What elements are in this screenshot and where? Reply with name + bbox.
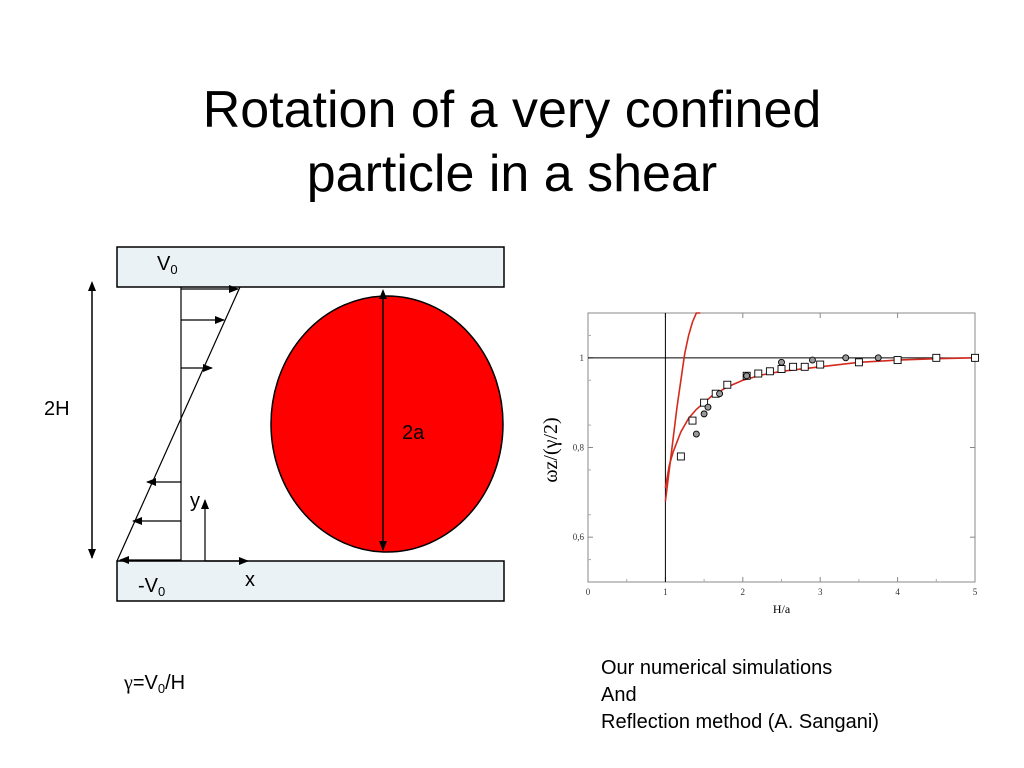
data-point-square: [854, 358, 863, 367]
chart-y-axis-label: ωz/(γ/2): [540, 417, 562, 483]
caption-line-3: Reflection method (A. Sangani): [601, 711, 879, 733]
model-curve: [664, 357, 976, 488]
data-point-circle: [842, 354, 850, 362]
x-tick-label: 0: [586, 587, 591, 597]
data-point-square: [971, 353, 979, 362]
x-axis-label: x: [245, 569, 255, 591]
caption: Our numerical simulations And Reflection…: [601, 655, 879, 736]
data-point-square: [789, 362, 798, 371]
plot-frame: [587, 312, 976, 583]
data-point-square: [754, 369, 763, 378]
data-point-square: [688, 416, 697, 425]
data-point-circle: [743, 372, 751, 380]
y-tick-label: 1: [580, 353, 585, 363]
data-point-circle: [778, 358, 785, 366]
data-point-square: [932, 353, 941, 362]
data-point-square: [800, 362, 809, 371]
diameter-label: 2a: [402, 422, 425, 444]
gap-label: 2H: [44, 398, 70, 420]
data-point-square: [893, 356, 902, 365]
data-point-square: [723, 380, 732, 389]
chart-x-axis-label: H/a: [773, 602, 791, 616]
title-line-2: particle in a shear: [306, 145, 718, 203]
x-tick-label: 1: [663, 587, 668, 597]
data-point-circle: [809, 356, 816, 364]
bottom-wall: [116, 560, 505, 602]
x-tick-label: 5: [973, 587, 978, 597]
data-point-circle: [700, 410, 708, 418]
x-tick-label: 4: [895, 587, 900, 597]
data-point-circle: [692, 430, 700, 438]
caption-line-1: Our numerical simulations: [601, 657, 833, 679]
title-line-1: Rotation of a very confined: [202, 81, 822, 139]
y-tick-label: 0,6: [573, 532, 585, 542]
top-velocity-label: V0: [157, 253, 178, 277]
y-axis-label: y: [190, 490, 200, 512]
velocity-profile-line: [116, 286, 241, 562]
y-tick-label: 0,8: [573, 443, 585, 453]
data-point-square: [777, 365, 786, 373]
data-point-square: [700, 398, 709, 407]
shear-rate-definition: γ=V0/H: [124, 672, 186, 696]
x-tick-label: 3: [818, 587, 823, 597]
data-point-square: [676, 452, 685, 461]
model-curve: [664, 312, 701, 502]
data-point-circle: [704, 403, 712, 411]
data-point-square: [765, 367, 774, 376]
particle: [270, 295, 504, 553]
bottom-velocity-label: -V0: [138, 575, 166, 599]
data-point-circle: [874, 354, 882, 362]
caption-line-2: And: [601, 684, 637, 706]
top-wall: [116, 246, 505, 288]
data-point-square: [816, 360, 825, 369]
slide-title: Rotation of a very confined particle in …: [0, 78, 1024, 206]
x-tick-label: 2: [741, 587, 746, 597]
data-point-circle: [716, 390, 724, 398]
